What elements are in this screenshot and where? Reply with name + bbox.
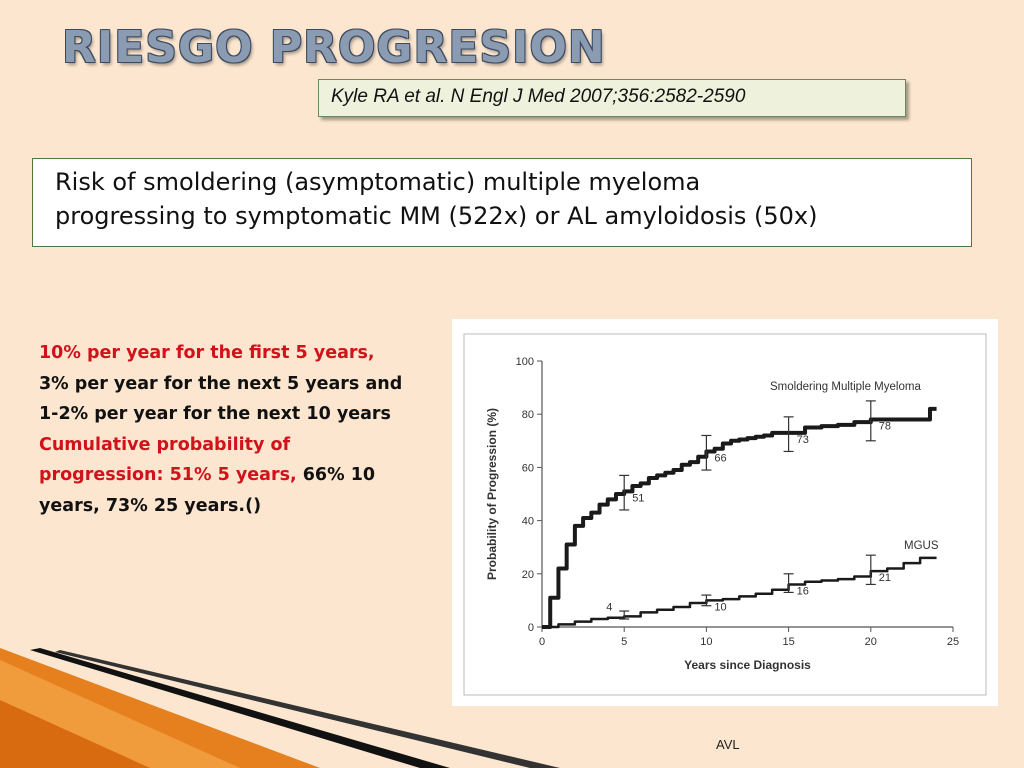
data-point-label: 73 [797,434,809,446]
data-point-label: 21 [879,572,891,584]
data-point-label: 4 [606,601,612,613]
y-axis-label: Probability of Progression (%) [485,408,499,580]
chart-frame [463,333,987,696]
footer-label: AVL [716,737,740,752]
y-tick-label: 100 [516,356,534,368]
note-segment: 1-2% per year for the next 10 years [39,404,391,424]
note-line-2: 3% per year for the next 5 years and [39,369,449,400]
progression-chart-panel: 0 20 40 60 80 100 0 5 10 15 20 25 Years since Diagno… [452,319,998,706]
y-tick-label: 40 [522,516,534,528]
data-point-label: 16 [797,585,809,597]
progression-chart: 0 20 40 60 80 100 0 5 10 15 20 25 Years since Diagno… [463,333,987,696]
citation-box: Kyle RA et al. N Engl J Med 2007;356:258… [318,79,906,117]
note-line-1: 10% per year for the first 5 years, [39,338,449,369]
y-tick-label: 60 [522,462,534,474]
y-tick-label: 80 [522,409,534,421]
smm-series-line [542,406,937,629]
y-tick-label: 0 [528,622,534,634]
mgus-series-line [542,556,937,629]
x-tick-label: 5 [621,636,627,648]
data-point-label: 10 [714,601,726,613]
x-tick-label: 25 [947,636,959,648]
note-line-4: Cumulative probability of [39,430,449,461]
smm-series-name: Smoldering Multiple Myeloma [770,381,921,393]
note-line-6: years, 73% 25 years.() [39,491,449,522]
mgus-series-name: MGUS [904,540,939,552]
x-tick-label: 20 [865,636,877,648]
x-axis-label: Years since Diagnosis [684,658,811,672]
risk-statement-box: Risk of smoldering (asymptomatic) multip… [32,158,972,247]
note-segment: 66% 10 [302,465,376,485]
note-segment: 3% per year for the next 5 years and [39,373,403,394]
note-segment: 10% per year for the first 5 years, [39,343,375,363]
note-line-3: 1-2% per year for the next 10 years [39,399,449,430]
data-point-label: 51 [632,492,644,504]
slide-title: RIESGO PROGRESION [62,22,606,73]
note-segment: years, 73% 25 years.() [39,495,262,516]
note-line-5: progression: 51% 5 years, 66% 10 [39,460,449,491]
y-tick-label: 20 [522,569,534,581]
progression-notes: 10% per year for the first 5 years, 3% pe… [39,338,449,521]
data-point-label: 78 [879,421,891,433]
x-tick-label: 15 [782,636,794,648]
x-tick-label: 0 [539,636,545,648]
data-point-label: 66 [714,452,726,464]
note-segment: progression: 51% 5 years, [39,465,303,485]
risk-line-1: Risk of smoldering (asymptomatic) multip… [55,168,701,196]
note-segment: Cumulative probability of [39,434,291,455]
x-tick-label: 10 [700,636,712,648]
risk-line-2: progressing to symptomatic MM (522x) or … [55,202,818,230]
